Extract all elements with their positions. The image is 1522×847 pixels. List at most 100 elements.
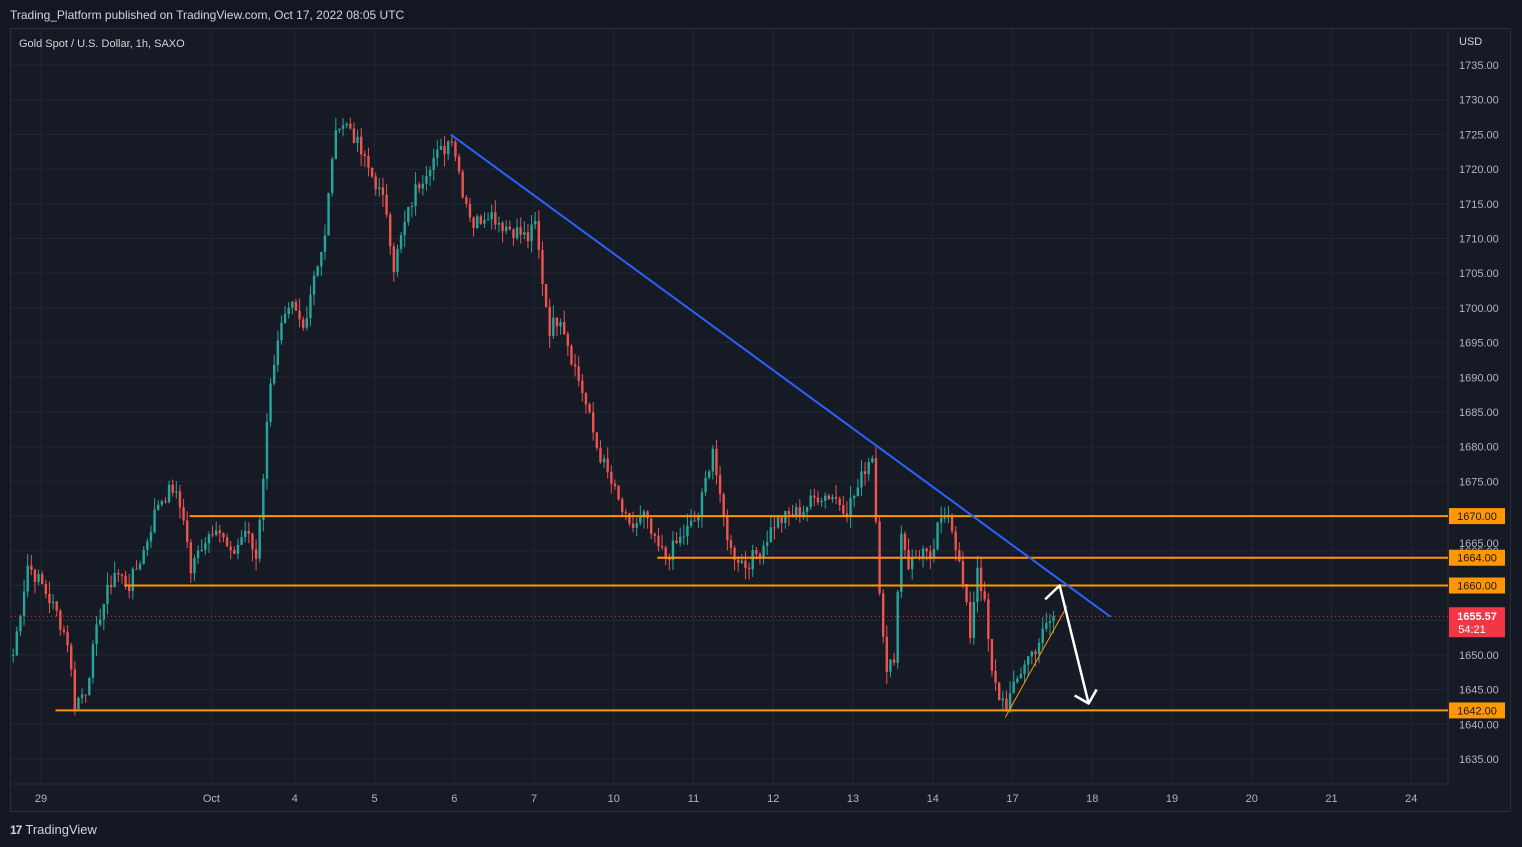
candle-body — [845, 513, 849, 517]
candle-body — [262, 478, 265, 521]
candle-body — [316, 266, 319, 276]
candle-body — [450, 141, 454, 143]
candle-body — [588, 404, 591, 413]
candle-body — [787, 511, 791, 515]
price-tick-label: 1675.00 — [1459, 476, 1499, 488]
candle-body — [671, 540, 675, 561]
candle-body — [849, 498, 852, 517]
candle-body — [138, 563, 142, 570]
candle-body — [251, 533, 254, 550]
candle-body — [718, 475, 722, 495]
candle-body — [660, 546, 664, 548]
candle-body — [55, 601, 58, 611]
candle-body — [679, 536, 682, 543]
candle-body — [269, 383, 272, 422]
candle-body — [1037, 642, 1041, 655]
candle-body — [302, 319, 305, 328]
candle-body — [327, 192, 330, 236]
candle-body — [584, 393, 588, 405]
candles — [12, 117, 1055, 716]
time-axis[interactable]: 29 Oct 4 5 6 7 10 11 12 13 14 17 18 19 20 21 24 — [35, 793, 1418, 805]
candle-body — [642, 511, 646, 517]
candle-body — [341, 125, 345, 129]
candle-body — [965, 584, 968, 603]
candle-body — [929, 551, 932, 558]
candle-body — [157, 504, 160, 510]
candle-body — [476, 216, 479, 229]
candle-body — [22, 591, 26, 617]
candle-body — [595, 432, 599, 449]
candle-body — [889, 659, 892, 672]
drawings[interactable] — [11, 133, 1448, 718]
candle-body — [657, 535, 660, 547]
candle-body — [367, 155, 370, 168]
price-tick-label: 1650.00 — [1459, 650, 1499, 662]
candle-body — [381, 187, 385, 195]
candle-body — [885, 636, 889, 672]
projection-arrow[interactable] — [1044, 584, 1090, 704]
candle-body — [501, 222, 504, 232]
time-tick-label: 10 — [608, 793, 620, 805]
time-tick-label: 4 — [292, 793, 298, 805]
candle-body — [30, 565, 33, 570]
tradingview-logo-text: TradingView — [25, 822, 97, 837]
candle-body — [900, 533, 903, 592]
candle-body — [66, 631, 69, 646]
tradingview-logo-icon: 17 — [10, 822, 22, 837]
candle-body — [280, 322, 283, 341]
level-price-label: 1660.00 — [1457, 581, 1497, 593]
publication-line: Trading_Platform published on TradingVie… — [10, 8, 405, 22]
candle-body — [1019, 673, 1023, 679]
candle-body — [305, 318, 309, 328]
candle-body — [102, 603, 106, 620]
candle-body — [385, 194, 388, 215]
candle-body — [186, 520, 189, 543]
time-tick-label: 19 — [1166, 793, 1178, 805]
currency-label: USD — [1459, 36, 1482, 48]
candle-body — [892, 659, 896, 663]
candle-body — [552, 317, 555, 336]
chart-frame[interactable]: 1635.001640.001645.001650.001655.001660.… — [10, 28, 1511, 812]
candle-body — [229, 546, 232, 551]
candle-body — [983, 591, 986, 600]
rising-support-line[interactable] — [1004, 606, 1068, 718]
candle-body — [979, 567, 983, 592]
candle-body — [773, 527, 776, 529]
candle-body — [834, 496, 838, 499]
candle-body — [436, 149, 439, 159]
descending-trendline[interactable] — [450, 133, 1111, 618]
grid — [11, 29, 1449, 785]
candle-body — [403, 221, 406, 236]
candle-body — [338, 128, 341, 131]
candle-body — [240, 536, 243, 545]
candle-body — [998, 682, 1001, 701]
candle-body — [1048, 621, 1052, 624]
price-chart[interactable]: 1635.001640.001645.001650.001655.001660.… — [11, 29, 1510, 811]
candle-body — [360, 136, 363, 155]
candle-body — [950, 516, 954, 532]
candle-body — [653, 533, 657, 536]
level-price-label: 1642.00 — [1457, 705, 1497, 717]
price-axis[interactable]: 1635.001640.001645.001650.001655.001660.… — [1449, 60, 1505, 766]
candle-body — [167, 484, 171, 503]
candle-body — [686, 525, 689, 537]
candle-body — [312, 275, 316, 295]
candle-body — [932, 549, 936, 558]
candle-body — [613, 483, 617, 487]
footer: 17 TradingView — [0, 812, 1522, 847]
candle-body — [12, 655, 15, 657]
time-tick-label: 29 — [35, 793, 47, 805]
candle-body — [802, 511, 805, 517]
candle-body — [1005, 698, 1008, 710]
bar-countdown-label: 54:21 — [1458, 624, 1486, 636]
candle-body — [211, 534, 214, 536]
candle-body — [958, 549, 961, 561]
candle-body — [418, 184, 421, 189]
candle-body — [805, 507, 809, 512]
candle-body — [490, 212, 493, 220]
tradingview-logo[interactable]: 17 TradingView — [10, 822, 97, 837]
price-tick-label: 1680.00 — [1459, 442, 1499, 454]
candle-body — [675, 540, 678, 543]
candle-body — [175, 491, 178, 493]
candle-body — [99, 619, 102, 625]
